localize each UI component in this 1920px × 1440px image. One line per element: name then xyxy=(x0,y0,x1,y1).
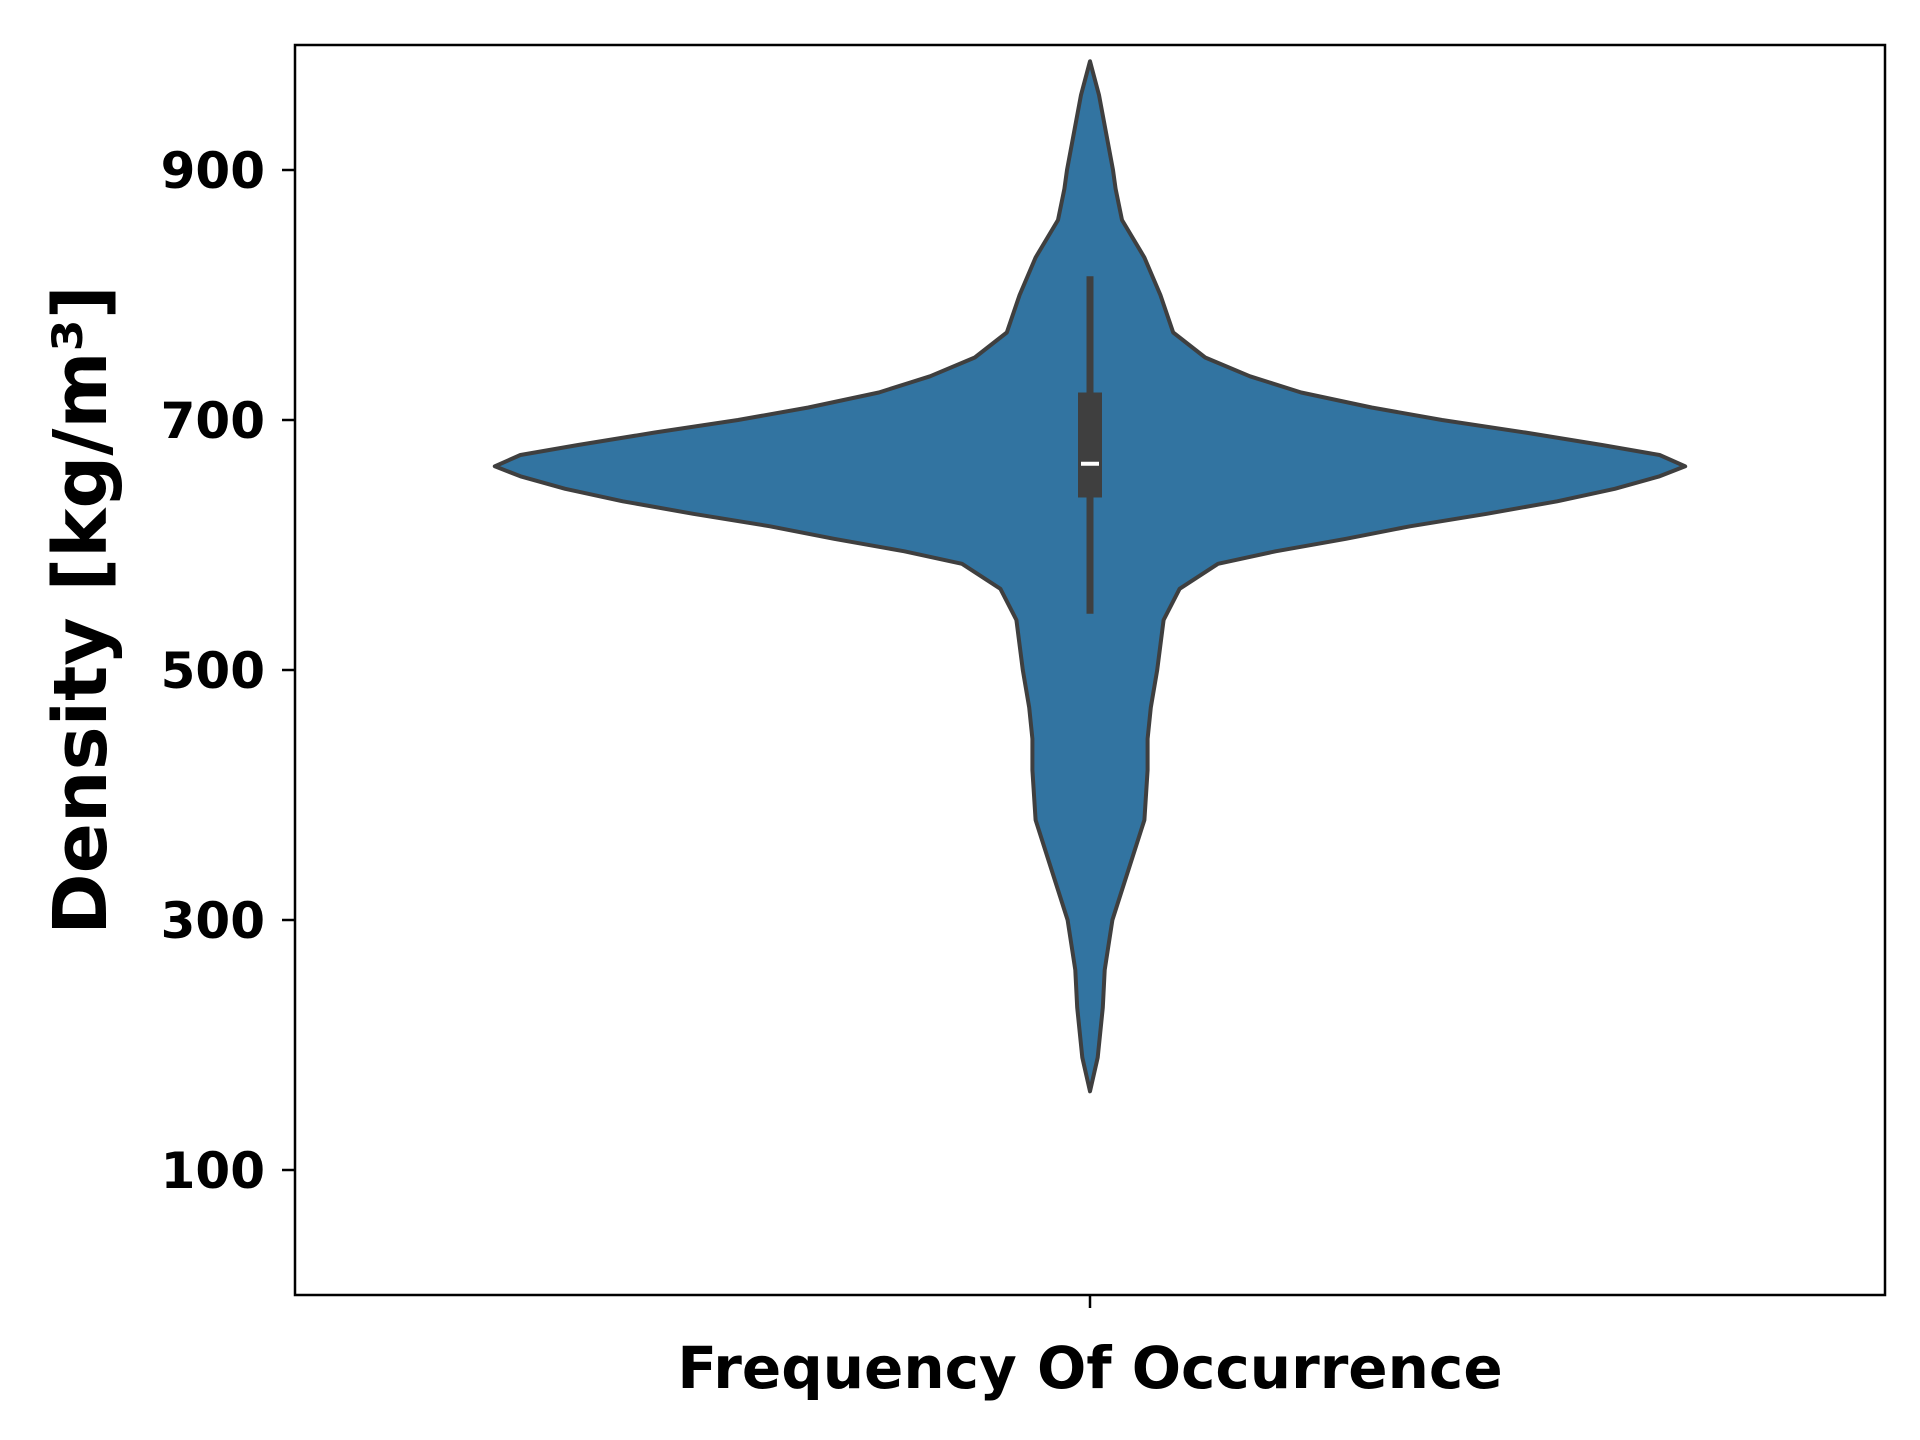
y-axis-label: Density [kg/m³] xyxy=(38,285,124,934)
interquartile-box xyxy=(1078,392,1102,498)
y-tick-label: 100 xyxy=(161,1142,265,1200)
y-tick-label: 700 xyxy=(161,392,265,450)
y-tick-label: 900 xyxy=(161,142,265,200)
x-axis-label: Frequency Of Occurrence xyxy=(677,1334,1502,1402)
y-tick-label: 300 xyxy=(161,892,265,950)
y-tick-label: 500 xyxy=(161,642,265,700)
